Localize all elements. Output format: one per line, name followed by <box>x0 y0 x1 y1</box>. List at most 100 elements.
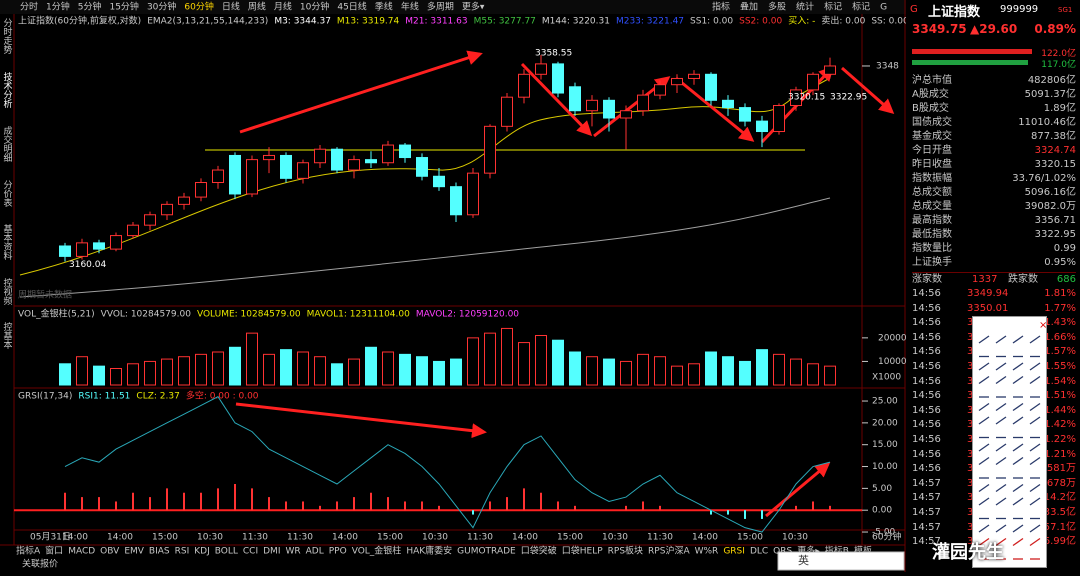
side-tab[interactable]: 分时走势 <box>2 18 13 55</box>
tick-time: 14:56 <box>912 346 941 358</box>
volume-bar <box>212 351 224 386</box>
stat-label: A股成交 <box>912 89 949 100</box>
candle-body <box>722 99 734 109</box>
tool-icon <box>1012 497 1024 506</box>
tick-price: 3 <box>967 536 974 548</box>
indicator-tab[interactable]: W%R <box>695 547 719 557</box>
tick-time: 14:57 <box>912 507 941 518</box>
side-tab[interactable]: 成交明细 <box>2 125 13 162</box>
candle-body <box>76 242 88 257</box>
indicator-tab[interactable]: ADL <box>306 547 324 557</box>
indicator-tab[interactable]: VOL_金银柱 <box>352 545 402 557</box>
indicator-tab[interactable]: GRSI <box>723 547 745 557</box>
period-tab[interactable]: 季线 <box>375 1 393 13</box>
period-tab[interactable]: 更多▾ <box>462 1 485 13</box>
period-tab[interactable]: 5分钟 <box>78 1 102 13</box>
indicator-tab[interactable]: DMI <box>263 547 280 557</box>
toolbox-icons: × <box>978 320 1047 560</box>
period-tab[interactable]: 分时 <box>20 1 38 13</box>
indicator-tab[interactable]: RPS沪深A <box>648 545 690 557</box>
indicator-tab[interactable]: DLC <box>750 547 768 557</box>
period-tab[interactable]: 周线 <box>248 1 266 13</box>
stat-label: 昨日收盘 <box>912 159 952 170</box>
period-tab[interactable]: 多周期 <box>427 1 454 13</box>
tick-value: 14.2亿 <box>1043 492 1076 504</box>
volume-bar <box>59 363 71 386</box>
period-tab[interactable]: 1分钟 <box>46 1 70 13</box>
tick-price: 3 <box>967 521 974 533</box>
candle-body <box>280 154 292 179</box>
candle-body <box>552 63 564 94</box>
sell-amount: 117.0亿 <box>1041 60 1076 70</box>
period-tab[interactable]: 60分钟 <box>184 1 213 13</box>
tool-button[interactable]: 标记 <box>852 1 870 13</box>
volume-bar <box>365 346 377 386</box>
period-tab[interactable]: 30分钟 <box>147 1 176 13</box>
tool-button[interactable]: 指标 <box>712 1 730 13</box>
tick-value: 1.55% <box>1044 361 1076 372</box>
stat-label: 今日开盘 <box>912 145 952 156</box>
volume-bar <box>450 358 462 386</box>
tool-button[interactable]: 多股 <box>768 1 786 13</box>
stat-value: 11010.46亿 <box>1018 117 1076 128</box>
indicator-tab[interactable]: WR <box>285 547 300 557</box>
indicator-tab[interactable]: GUMOTRADE <box>457 547 516 557</box>
period-tab[interactable]: 10分钟 <box>300 1 329 13</box>
volume-bar <box>586 356 598 386</box>
high-label: 3358.55 <box>535 48 572 58</box>
period-tab[interactable]: 年线 <box>401 1 419 13</box>
volume-bar <box>807 363 819 386</box>
indicator-tab[interactable]: PPO <box>329 547 347 557</box>
indicator-tab[interactable]: 指标A <box>16 545 41 557</box>
tool-button[interactable]: 叠加 <box>740 2 758 13</box>
indicator-legend: M13: 3319.74 <box>337 17 400 27</box>
tick-price: 3 <box>967 419 974 431</box>
indicator-tab[interactable]: EMV <box>124 547 144 557</box>
period-tab[interactable]: 45日线 <box>337 1 366 13</box>
tool-icon <box>995 524 1007 533</box>
rsi-tick-label: 0.00 <box>872 506 892 516</box>
volume-tick-label: 10000 <box>878 357 906 367</box>
tick-price: 3 <box>967 463 974 475</box>
volume-bar <box>433 360 445 386</box>
stat-row: B股成交 1.89亿 <box>912 102 1076 115</box>
side-tab[interactable]: 分价表 <box>2 180 13 208</box>
indicator-tab[interactable]: BIAS <box>149 547 170 557</box>
indicator-tab[interactable]: OBV <box>100 547 120 557</box>
indicator-tab[interactable]: KDJ <box>194 547 210 557</box>
indicator-tab[interactable]: 口袋突破 <box>521 545 557 557</box>
indicator-tab[interactable]: BOLL <box>215 547 238 557</box>
indicator-tab[interactable]: CCI <box>243 547 258 557</box>
volume-bar <box>263 353 275 386</box>
volume-bar <box>484 332 496 386</box>
tool-button[interactable]: 标记 <box>824 1 842 13</box>
drawing-toolbox[interactable]: × <box>972 316 1047 568</box>
side-tab[interactable]: 控基本 <box>2 321 13 350</box>
volume-bar <box>161 358 173 386</box>
close-icon[interactable]: × <box>1039 320 1047 331</box>
indicator-tab[interactable]: MACD <box>68 547 95 557</box>
tick-time: 14:56 <box>912 419 941 431</box>
indicator-tab[interactable]: 口袋HELP <box>562 545 603 557</box>
tool-button[interactable]: 统计 <box>796 1 814 13</box>
stat-label: 最高指数 <box>912 215 952 226</box>
side-tab[interactable]: 基本资料 <box>2 223 13 261</box>
side-tab[interactable]: 技术分析 <box>2 71 13 109</box>
volume-bar <box>178 356 190 386</box>
volume-bar <box>603 358 615 386</box>
candle-body <box>263 154 275 161</box>
period-tab[interactable]: 月线 <box>274 1 292 13</box>
indicator-tab[interactable]: HAK庸委安 <box>406 545 452 557</box>
side-tab[interactable]: 控视频 <box>2 277 13 306</box>
tool-icon <box>1012 402 1024 412</box>
tool-button[interactable]: G <box>880 3 887 13</box>
indicator-tab[interactable]: 窗口 <box>45 545 63 557</box>
candle-body <box>382 144 394 164</box>
indicator-tab[interactable]: RSI <box>175 547 190 557</box>
candle-body <box>161 203 173 216</box>
stat-value: 5096.16亿 <box>1024 187 1076 198</box>
tick-time: 14:56 <box>912 317 941 329</box>
period-tab[interactable]: 15分钟 <box>109 1 138 13</box>
period-tab[interactable]: 日线 <box>222 1 240 13</box>
indicator-tab[interactable]: RPS板块 <box>608 545 643 557</box>
